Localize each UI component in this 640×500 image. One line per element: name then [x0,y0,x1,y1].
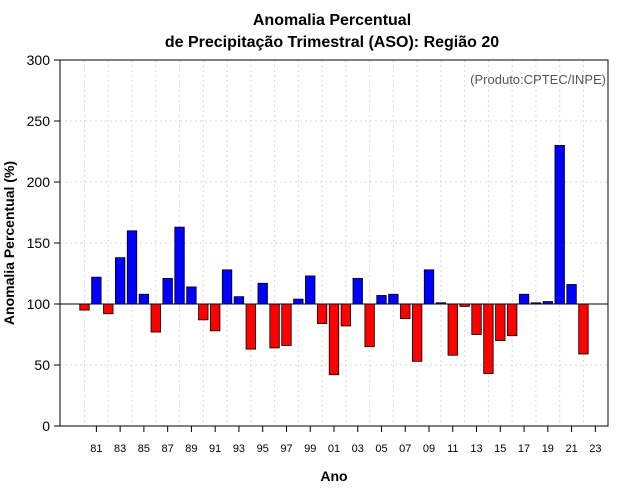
y-axis-label: Anomalia Percentual (%) [1,161,17,325]
x-tick-label: 05 [375,443,387,455]
x-tick-label: 97 [280,443,292,455]
grid [60,60,608,426]
bar-13 [471,303,482,335]
x-tick-label: 89 [185,443,197,455]
chart-title-line-2: de Precipitação Trimestral (ASO): Região… [165,34,499,51]
x-tick-label: 21 [565,443,577,455]
y-tick-label: 300 [27,52,51,68]
bar-01 [328,303,340,376]
x-axis: 81 83 85 87 89 91 93 95 97 99 01 03 05 07 09 11 13 15 17 19… [90,426,601,455]
bar-16 [507,303,518,337]
y-tick-label: 0 [42,418,50,434]
x-tick-label: 19 [542,443,554,455]
bar-06 [388,293,399,305]
y-axis: 0 50 100 150 200 250 300 [27,52,60,434]
bar-00 [316,303,328,324]
bar-20 [554,144,565,305]
bar-11 [447,303,458,356]
x-tick-label: 13 [470,443,482,455]
x-tick-label: 87 [162,443,174,455]
y-tick-label: 200 [27,174,51,190]
bar-90 [198,303,209,321]
bar-95 [257,282,268,305]
bar-86 [150,303,161,333]
y-tick-label: 50 [34,357,50,373]
x-tick-label: 03 [352,443,364,455]
bar-15 [495,303,506,341]
bar-92 [221,269,233,305]
bar-09 [423,269,435,305]
bar-21 [566,284,577,305]
bar-83 [114,257,126,305]
bar-07 [400,303,411,320]
bar-81 [91,276,102,305]
y-tick-label: 150 [27,235,51,251]
bar-89 [186,286,197,305]
bar-91 [210,303,221,332]
x-tick-label: 99 [304,443,316,455]
bar-04 [364,303,375,348]
bar-87 [162,277,173,305]
x-tick-label: 83 [114,443,126,455]
bar-22 [578,303,589,355]
bar-97 [281,303,292,346]
chart-title-line-1: Anomalia Percentual [253,12,411,29]
bar-17 [518,293,530,305]
x-tick-label: 81 [90,443,102,455]
bar-94 [245,303,256,350]
x-tick-label: 11 [447,443,458,455]
bar-84 [126,230,138,305]
x-tick-label: 09 [423,443,435,455]
bar-08 [411,303,423,362]
x-axis-label: Ano [320,468,347,484]
x-tick-label: 15 [494,443,506,455]
x-tick-label: 95 [257,443,269,455]
bars [79,144,589,376]
bar-88 [174,226,185,305]
bar-02 [340,303,352,327]
bar-96 [269,303,280,349]
bar-03 [352,277,363,305]
bar-14 [483,303,494,374]
bar-98 [293,298,304,305]
x-tick-label: 91 [209,443,221,455]
x-tick-label: 07 [399,443,411,455]
bar-80 [79,303,90,311]
x-tick-label: 93 [233,443,245,455]
bar-93 [233,296,245,305]
bar-85 [138,293,150,305]
bar-05 [376,295,387,305]
x-tick-label: 17 [518,443,530,455]
x-tick-label: 01 [328,443,340,455]
y-tick-label: 100 [27,296,51,312]
bar-99 [305,275,316,305]
x-tick-label: 23 [589,443,601,455]
bar-82 [103,303,114,315]
x-tick-label: 85 [138,443,150,455]
y-tick-label: 250 [27,113,51,129]
credit-label: (Produto:CPTEC/INPE) [470,72,606,87]
